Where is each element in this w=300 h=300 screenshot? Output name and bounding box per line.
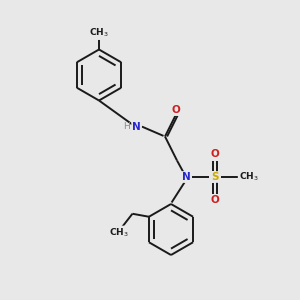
Text: H: H — [123, 122, 129, 131]
Text: N: N — [182, 172, 190, 182]
Text: CH$_3$: CH$_3$ — [109, 226, 129, 239]
Text: O: O — [210, 195, 219, 205]
Text: N: N — [132, 122, 141, 133]
Text: CH$_3$: CH$_3$ — [89, 27, 109, 39]
Text: CH$_3$: CH$_3$ — [238, 171, 258, 183]
Text: O: O — [171, 105, 180, 115]
Text: O: O — [210, 149, 219, 159]
Text: S: S — [211, 172, 218, 182]
